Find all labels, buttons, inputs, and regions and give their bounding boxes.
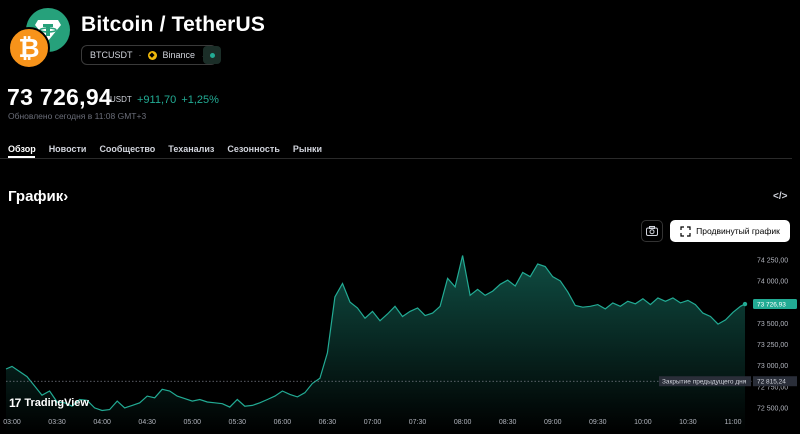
- active-tab-indicator: [8, 156, 35, 158]
- last-updated-text: Обновлено сегодня в 11:08 GMT+3: [8, 111, 147, 121]
- separator-dot-icon: ·: [138, 50, 142, 60]
- x-tick-label: 09:30: [589, 419, 607, 426]
- prev-close-label: Закрытие предыдущего дня: [662, 379, 747, 386]
- y-tick-label: 72 500,00: [757, 405, 788, 412]
- tab-seasonals[interactable]: Сезонность: [227, 144, 280, 154]
- tradingview-name: TradingView: [24, 397, 89, 409]
- exchange-label: Binance: [162, 50, 196, 60]
- prev-close-value-bg: [753, 376, 797, 387]
- symbol-tabs: Обзор Новости Сообщество Теханализ Сезон…: [8, 144, 322, 154]
- x-tick-label: 11:00: [724, 419, 741, 426]
- current-price-badge: [753, 299, 797, 310]
- chart-section-label: График: [8, 188, 64, 205]
- y-tick-label: 72 750,00: [757, 384, 788, 391]
- snapshot-button[interactable]: [641, 220, 663, 242]
- x-tick-label: 06:00: [274, 419, 292, 426]
- change-absolute: +911,70: [137, 94, 177, 106]
- price-area-fill: [6, 255, 745, 433]
- tab-markets[interactable]: Рынки: [292, 144, 323, 154]
- x-tick-label: 10:00: [634, 419, 652, 426]
- price-currency: USDT: [110, 95, 132, 104]
- symbol-label: BTCUSDT: [90, 50, 133, 60]
- price-change: +911,70 +1,25%: [137, 94, 219, 106]
- current-price-badge-label: 73 726,93: [757, 301, 786, 308]
- bitcoin-logo-icon: ₿: [8, 27, 50, 69]
- binance-icon: ◆: [147, 50, 157, 60]
- camera-icon: [646, 226, 658, 236]
- last-price-dot: [742, 301, 748, 307]
- x-tick-label: 06:30: [319, 419, 337, 426]
- advanced-chart-label: Продвинутый график: [696, 226, 780, 236]
- tradingview-mark-icon: 17: [9, 396, 21, 410]
- x-tick-label: 09:00: [544, 419, 562, 426]
- x-tick-label: 03:00: [3, 419, 21, 426]
- y-tick-label: 74 000,00: [757, 278, 788, 285]
- prev-close-value: 72 815,24: [757, 379, 786, 386]
- prev-close-label-bg: [659, 376, 751, 387]
- market-open-icon: [209, 52, 215, 58]
- y-tick-label: 73 500,00: [757, 321, 788, 328]
- tab-technicals[interactable]: Теханализ: [168, 144, 215, 154]
- price-line: [5, 255, 746, 412]
- market-status-button[interactable]: [203, 46, 221, 64]
- x-tick-label: 08:00: [454, 419, 472, 426]
- symbol-exchange-selector[interactable]: BTCUSDT · ◆ Binance ⌄: [81, 45, 217, 65]
- y-tick-label: 74 250,00: [757, 257, 788, 264]
- page-title: Bitcoin / TetherUS: [81, 13, 266, 36]
- x-tick-label: 03:30: [48, 419, 66, 426]
- x-tick-label: 05:30: [229, 419, 247, 426]
- chevron-right-icon: ›: [63, 188, 69, 205]
- current-price: 73 726,94: [7, 84, 113, 110]
- advanced-chart-button[interactable]: Продвинутый график: [670, 220, 790, 242]
- x-tick-label: 04:30: [138, 419, 156, 426]
- x-tick-label: 05:00: [183, 419, 201, 426]
- tradingview-logo[interactable]: 17 TradingView: [9, 396, 89, 410]
- fullscreen-icon: [680, 225, 691, 237]
- x-tick-label: 10:30: [679, 419, 697, 426]
- tabs-divider: [0, 158, 792, 159]
- tab-community[interactable]: Сообщество: [99, 144, 156, 154]
- x-tick-label: 07:30: [409, 419, 427, 426]
- x-tick-label: 04:00: [93, 419, 111, 426]
- y-tick-label: 73 000,00: [757, 363, 788, 370]
- x-tick-label: 07:00: [364, 419, 382, 426]
- tab-news[interactable]: Новости: [48, 144, 87, 154]
- embed-code-icon[interactable]: </>: [773, 191, 788, 202]
- y-tick-label: 73 250,00: [757, 342, 788, 349]
- chart-section-title[interactable]: График›: [8, 188, 68, 205]
- change-percent: +1,25%: [181, 94, 219, 106]
- tab-overview[interactable]: Обзор: [8, 144, 36, 154]
- x-tick-label: 08:30: [499, 419, 517, 426]
